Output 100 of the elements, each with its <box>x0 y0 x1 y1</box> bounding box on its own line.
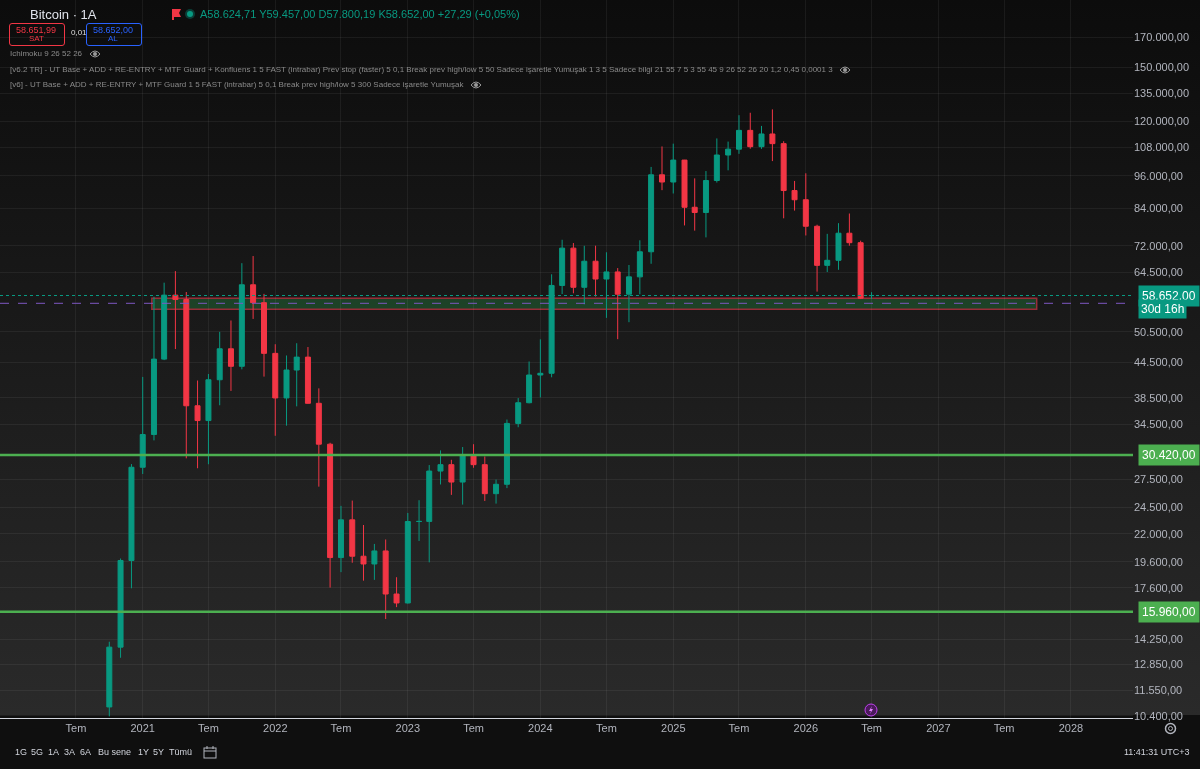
candlestick <box>426 464 433 563</box>
annotation: AL <box>108 34 119 43</box>
candlestick <box>670 143 677 195</box>
candlestick <box>758 125 765 150</box>
annotation: 0,01 <box>71 28 88 37</box>
x-tick-label: Tem <box>65 722 87 735</box>
candlestick <box>382 538 389 620</box>
candlestick <box>659 145 665 191</box>
candlestick <box>824 233 831 273</box>
y-tick-label: 17.600,00 <box>1134 581 1183 594</box>
y-tick-label: 150.000,00 <box>1134 61 1190 74</box>
candlestick <box>327 442 334 589</box>
x-tick-label: 2024 <box>528 722 553 735</box>
y-tick-label: 135.000,00 <box>1134 86 1190 99</box>
candlestick <box>835 222 842 271</box>
candlestick <box>283 354 290 427</box>
y-tick-label: 10.400,00 <box>1134 709 1183 722</box>
candlestick <box>150 296 157 441</box>
candlestick <box>846 213 853 247</box>
y-tick-label: 96.000,00 <box>1134 169 1183 182</box>
y-tick-label: 11.550,00 <box>1134 684 1183 697</box>
text: 1G <box>15 747 28 757</box>
x-tick-label: 2025 <box>661 722 686 735</box>
x-tick-label: Tem <box>330 722 352 735</box>
annotation: [v6.2 TR] - UT Base + ADD + RE-ENTRY + MTF Guard + Konfluens 1 5 FAST (intrabar) Prev stop (faster) 5 0,1 Break prev high/low 5 50 Sadece işaretle Yumuşak 1 3 5 Sadece bilgi 21 55 7 5 3 55 45 9 26 52 26 20 1,2 0,45 0,0001 3 <box>10 65 834 74</box>
candlestick <box>814 224 821 293</box>
y-tick-label: 14.250,00 <box>1134 633 1183 646</box>
y-tick-label: 27.500,00 <box>1134 473 1183 486</box>
text: 5Y <box>153 747 165 757</box>
candlestick <box>747 112 754 150</box>
y-tick-label: 50.500,00 <box>1134 325 1183 338</box>
candlestick <box>614 267 621 340</box>
candlestick <box>780 140 787 219</box>
text: Bitcoin · 1A <box>30 7 97 22</box>
candlestick <box>416 499 423 542</box>
candlestick <box>205 373 212 465</box>
candlestick <box>304 346 311 405</box>
candlestick <box>448 459 455 496</box>
candlestick <box>537 338 544 398</box>
candlestick <box>250 255 257 320</box>
x-tick-label: 2026 <box>793 722 819 735</box>
candlestick <box>338 505 344 573</box>
annotation: Ichimoku 9 26 52 26 <box>10 49 83 58</box>
y-tick-label: 72.000,00 <box>1134 239 1183 252</box>
y-tick-label: 44.500,00 <box>1134 356 1183 369</box>
candlestick <box>691 177 698 232</box>
candlestick <box>360 524 367 582</box>
y-tick-label: 108.000,00 <box>1134 141 1190 154</box>
candlestick <box>559 239 566 295</box>
y-tick-label: 64.500,00 <box>1134 266 1183 279</box>
candlestick <box>183 291 190 459</box>
candlestick <box>503 419 510 489</box>
candlestick <box>592 245 599 298</box>
y-tick-label: 120.000,00 <box>1134 115 1190 128</box>
candlestick <box>802 172 809 236</box>
candlestick <box>459 446 466 506</box>
text: 30d 16h <box>1141 302 1185 316</box>
candlestick <box>725 141 732 171</box>
x-tick-label: 2022 <box>263 722 288 735</box>
candlestick <box>648 166 655 265</box>
text: 1Y <box>138 747 150 757</box>
candlestick <box>493 479 500 505</box>
y-tick-label: 170.000,00 <box>1134 30 1190 43</box>
x-tick-label: 2027 <box>926 722 951 735</box>
annotation: 58.651,99 <box>16 25 57 35</box>
x-tick-label: Tem <box>463 722 484 735</box>
x-tick-label: Tem <box>198 722 219 735</box>
x-tick-label: Tem <box>861 722 882 735</box>
ref-line-label: 58.652,00 <box>1142 289 1196 303</box>
candlestick <box>526 360 533 404</box>
candlestick <box>393 576 400 608</box>
candlestick <box>769 108 776 162</box>
candlestick <box>791 180 798 212</box>
x-tick-label: 2023 <box>395 722 421 735</box>
text: Tümü <box>169 747 193 757</box>
candlestick <box>272 343 279 437</box>
candlestick <box>702 170 709 238</box>
text: 3A <box>64 747 76 757</box>
y-tick-label: 12.850,00 <box>1134 658 1183 671</box>
x-tick-label: Tem <box>728 722 750 735</box>
candlestick <box>194 380 201 469</box>
candlestick <box>437 449 444 485</box>
candlestick <box>139 376 146 475</box>
y-tick-label: 19.600,00 <box>1134 555 1183 568</box>
candlestick <box>315 387 322 488</box>
candlestick <box>404 512 411 605</box>
text: 1A <box>48 747 60 757</box>
candlestick <box>349 500 356 564</box>
candlestick <box>371 543 378 581</box>
candlestick <box>570 242 577 294</box>
candlestick <box>216 331 223 406</box>
candlestick <box>736 114 742 155</box>
annotation: [v6] - UT Base + ADD + RE-ENTRY + MTF Guard 1 5 FAST (intrabar) 5 0,1 Break prev high/low 5 300 Sadece işaretle Yumuşak <box>10 80 465 89</box>
candlestick <box>857 240 864 300</box>
candlestick <box>481 455 488 502</box>
candlestick <box>261 293 267 378</box>
text: 5G <box>31 747 44 757</box>
x-tick-label: 2021 <box>130 722 155 735</box>
annotation: SAT <box>29 34 45 43</box>
y-tick-label: 38.500,00 <box>1134 391 1183 404</box>
